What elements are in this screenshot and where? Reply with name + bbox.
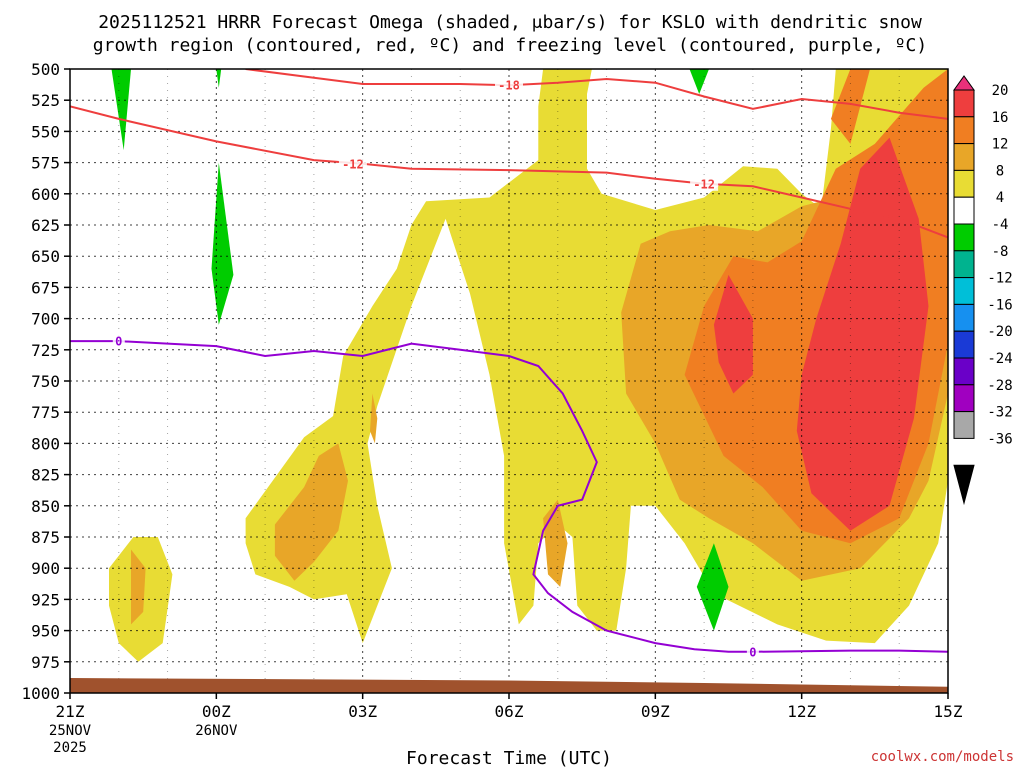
y-axis: 500 525 550 575 600 625 650 675 700 725 750 775 800 8… — [21, 60, 70, 703]
colorbar-bin-3 — [953, 143, 975, 171]
y-tick-label-575: 575 — [31, 154, 60, 173]
omega-region-8-7 — [131, 549, 146, 625]
colorbar-level-neg36: -36 — [987, 431, 1012, 447]
colorbar-bin-6 — [953, 223, 975, 252]
chart-title-line2: growth region (contoured, red, ºC) and f… — [93, 35, 927, 56]
colorbar-level-neg28: -28 — [987, 378, 1012, 394]
colorbar-level-neg8: -8 — [992, 244, 1009, 260]
colorbar-level-neg12: -12 — [987, 271, 1012, 287]
freezing-level-contour-line — [70, 340, 948, 653]
omega-region-neg4-13 — [216, 69, 222, 88]
x-tick-label-03Z: 03Z — [348, 702, 377, 721]
dendritic-contour-neg12-label-0: -12 — [342, 157, 364, 171]
x-tick-label-21Z: 21Z — [56, 702, 85, 721]
freezing-level-contour-label-bg-0 — [112, 334, 125, 349]
colorbar-top-arrow — [953, 75, 975, 91]
x-tick-label-09Z: 09Z — [641, 702, 670, 721]
omega-region-neg4-14 — [211, 162, 234, 325]
x-tick-date-00Z: 26NOV — [195, 723, 238, 739]
colorbar-level-20: 20 — [992, 83, 1009, 99]
dendritic-contour-neg18-line — [245, 69, 948, 120]
x-tick-label-12Z: 12Z — [787, 702, 816, 721]
omega-region-neg4-16 — [696, 543, 729, 631]
freezing-level-contour-label-bg-1 — [746, 644, 759, 659]
colorbar-level-4: 4 — [996, 190, 1004, 206]
credit-text: coolwx.com/models — [871, 749, 1014, 765]
y-tick-label-550: 550 — [31, 122, 60, 141]
colorbar-level-neg20: -20 — [987, 324, 1012, 340]
omega-region-8-5 — [370, 393, 378, 444]
freezing-level-contour-label-0: 0 — [115, 335, 122, 349]
omega-region-8-4 — [274, 443, 348, 581]
dendritic-contour-neg12-label-bg-1 — [690, 176, 719, 191]
colorbar-level-neg24: -24 — [987, 351, 1012, 367]
colorbar-bin-11 — [953, 357, 975, 386]
colorbar-bin-5 — [953, 196, 975, 225]
ground-terrain — [70, 678, 948, 693]
colorbar-bin-8 — [953, 277, 975, 305]
colorbar-level-neg4: -4 — [992, 217, 1009, 233]
y-tick-label-975: 975 — [31, 653, 60, 672]
y-tick-label-850: 850 — [31, 497, 60, 516]
y-tick-label-700: 700 — [31, 310, 60, 329]
chart-title-line1: 2025112521 HRRR Forecast Omega (shaded, … — [98, 12, 922, 33]
x-axis-label: Forecast Time (UTC) — [406, 748, 612, 768]
colorbar-bin-7 — [953, 250, 975, 279]
x-tick-label-06Z: 06Z — [495, 702, 524, 721]
y-tick-label-875: 875 — [31, 528, 60, 547]
colorbar-bin-12 — [953, 384, 975, 413]
y-tick-label-650: 650 — [31, 247, 60, 266]
y-tick-label-625: 625 — [31, 216, 60, 235]
y-tick-label-800: 800 — [31, 434, 60, 453]
colorbar-bin-13 — [953, 411, 975, 439]
colorbar-level-16: 16 — [992, 110, 1009, 126]
colorbar-bin-4 — [953, 169, 975, 198]
colorbar-level-12: 12 — [992, 137, 1009, 153]
colorbar-bin-1 — [953, 89, 975, 118]
x-tick-year-21Z: 2025 — [53, 740, 87, 756]
y-tick-label-775: 775 — [31, 403, 60, 422]
freezing-level-contour-label-1: 0 — [749, 645, 756, 659]
omega-region-neg4-12 — [111, 69, 131, 151]
dendritic-contour-neg12-label-1: -12 — [693, 177, 715, 191]
y-tick-label-1000: 1000 — [21, 684, 60, 703]
colorbar-bin-10 — [953, 330, 975, 359]
colorbar-bottom-arrow — [953, 464, 975, 506]
colorbar-level-neg32: -32 — [987, 405, 1012, 421]
y-tick-label-900: 900 — [31, 559, 60, 578]
colorbar-bin-9 — [953, 303, 975, 332]
y-tick-label-725: 725 — [31, 341, 60, 360]
x-tick-label-15Z: 15Z — [934, 702, 963, 721]
y-tick-label-950: 950 — [31, 622, 60, 641]
colorbar-level-neg16: -16 — [987, 297, 1012, 313]
omega-region-12-9 — [830, 69, 870, 144]
colorbar-level-8: 8 — [996, 163, 1004, 179]
y-tick-label-500: 500 — [31, 60, 60, 79]
omega-region-neg4-15 — [689, 69, 709, 94]
y-tick-label-600: 600 — [31, 185, 60, 204]
omega-region-16-11 — [796, 137, 929, 531]
dendritic-contour-neg12-line — [70, 105, 948, 239]
gridlines — [70, 69, 948, 693]
y-tick-label-750: 750 — [31, 372, 60, 391]
y-tick-label-525: 525 — [31, 91, 60, 110]
x-tick-date-21Z: 25NOV — [49, 723, 92, 739]
plot-inner: -12 -12 -18 0 0 — [70, 69, 948, 693]
colorbar: 20 16 12 8 4 -4 -8 -12 -16 -20 -24 -28 -32 -36 — [953, 75, 1013, 506]
x-tick-label-00Z: 00Z — [202, 702, 231, 721]
omega-region-16-10 — [713, 274, 753, 394]
dendritic-contour-neg18-label-bg-0 — [495, 78, 523, 93]
y-tick-label-675: 675 — [31, 278, 60, 297]
y-tick-label-825: 825 — [31, 466, 60, 485]
dendritic-contour-neg18-label-0: -18 — [498, 79, 520, 93]
dendritic-contour-neg12-label-bg-0 — [338, 156, 367, 171]
plot-area: -12 -12 -18 0 0 — [69, 68, 949, 694]
y-tick-label-925: 925 — [31, 590, 60, 609]
colorbar-bin-2 — [953, 116, 975, 145]
